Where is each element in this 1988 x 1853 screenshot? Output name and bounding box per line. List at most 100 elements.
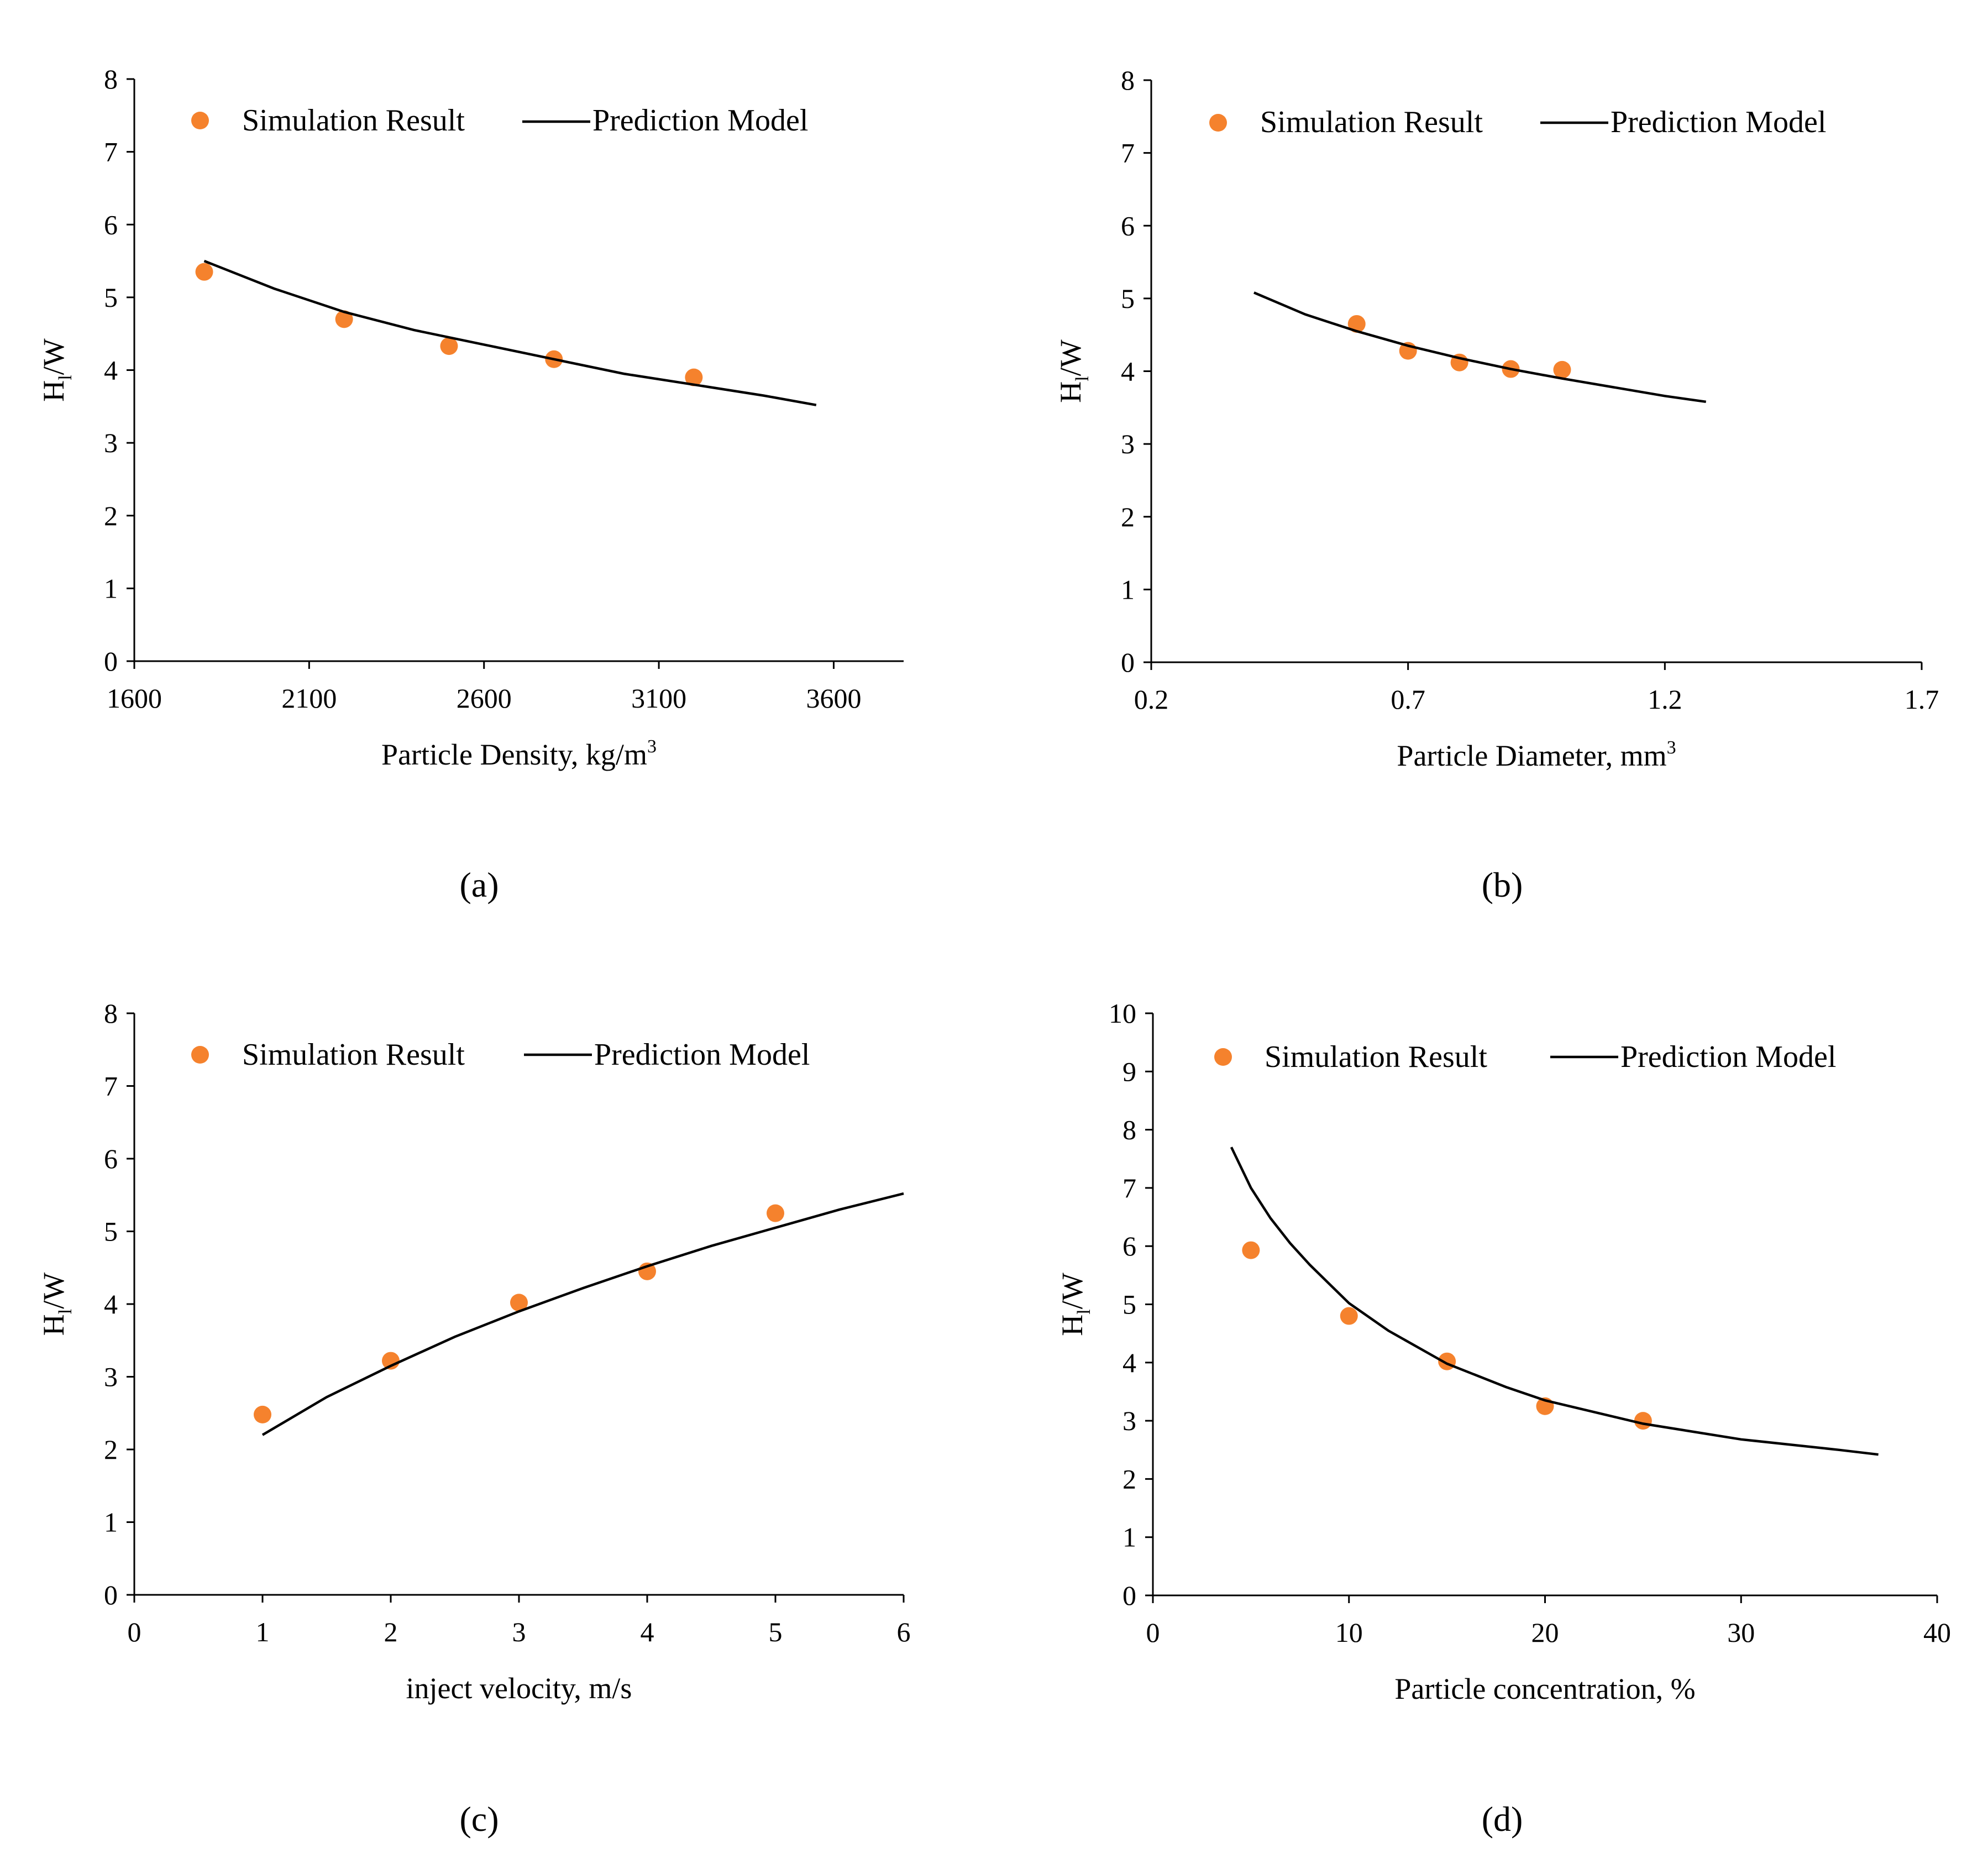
- x-axis-title-text: Particle Diameter, mm: [1397, 739, 1666, 772]
- y-tick-label: 3: [104, 1362, 118, 1393]
- x-axis-title-text: inject velocity, m/s: [406, 1672, 632, 1705]
- x-tick-label: 2600: [457, 683, 512, 714]
- x-tick-label: 10: [1335, 1617, 1363, 1648]
- y-tick-label: 0: [1122, 1580, 1136, 1611]
- x-tick-label: 20: [1531, 1617, 1559, 1648]
- panel-b: Simulation Result Prediction Model (b) 0…: [1054, 65, 1939, 904]
- x-axis-title: inject velocity, m/s: [406, 1672, 632, 1705]
- legend-simulation-marker: [1214, 1048, 1232, 1066]
- x-tick-label: 5: [769, 1616, 783, 1647]
- x-tick-label: 0.2: [1134, 684, 1169, 715]
- y-tick-label: 3: [1122, 1405, 1136, 1436]
- y-tick-label: 0: [104, 646, 118, 677]
- x-tick-label: 1.7: [1905, 684, 1939, 715]
- x-axis-title: Particle Density, kg/m3: [381, 736, 657, 771]
- y-tick-label: 4: [1122, 1347, 1136, 1378]
- simulation-point: [1242, 1241, 1260, 1259]
- y-axis-title-sub: l: [55, 1309, 76, 1314]
- simulation-point: [254, 1405, 271, 1423]
- panel-label: (b): [1482, 865, 1523, 904]
- y-axis-title-rest: /W: [1054, 339, 1087, 376]
- y-axis-title-sub: l: [55, 375, 76, 380]
- legend-simulation-label: Simulation Result: [1265, 1040, 1487, 1074]
- y-tick-label: 2: [1121, 501, 1135, 532]
- y-tick-label: 6: [1122, 1231, 1136, 1261]
- y-tick-label: 8: [1122, 1114, 1136, 1145]
- y-axis-title-rest: /W: [37, 1273, 70, 1309]
- y-tick-label: 9: [1122, 1056, 1136, 1087]
- panel-a: Simulation Result Prediction Model (a) 0…: [37, 64, 904, 904]
- y-tick-label: 4: [1121, 356, 1135, 387]
- prediction-model-line: [261, 1192, 904, 1436]
- simulation-point: [1553, 360, 1571, 379]
- x-tick-label: 2: [384, 1616, 398, 1647]
- y-tick-label: 5: [1121, 283, 1135, 314]
- y-axis-title-main: H: [37, 380, 70, 402]
- legend-model-label: Prediction Model: [592, 103, 808, 138]
- prediction-model-line: [203, 260, 817, 406]
- simulation-point: [440, 337, 458, 355]
- panel-d: Simulation Result Prediction Model (d) 0…: [1056, 998, 1951, 1839]
- y-axis-title-main: H: [37, 1314, 70, 1336]
- y-tick-label: 7: [104, 1071, 118, 1102]
- simulation-point: [685, 368, 703, 386]
- y-tick-label: 1: [1122, 1522, 1136, 1553]
- simulation-point: [335, 310, 353, 328]
- y-axis-title-sub: l: [1074, 1309, 1094, 1314]
- y-axis-title-rest: /W: [37, 338, 70, 375]
- prediction-model-line: [1230, 1147, 1879, 1456]
- x-axis-title: Particle concentration, %: [1394, 1672, 1695, 1705]
- legend-simulation-label: Simulation Result: [242, 103, 465, 138]
- legend-simulation-label: Simulation Result: [1260, 105, 1483, 139]
- x-tick-label: 3600: [806, 683, 861, 714]
- simulation-point: [195, 263, 213, 281]
- legend-simulation-marker: [191, 1046, 209, 1064]
- y-tick-label: 10: [1109, 998, 1136, 1029]
- y-tick-label: 6: [1121, 210, 1135, 241]
- legend-model-label: Prediction Model: [594, 1038, 810, 1072]
- x-axis-title: Particle Diameter, mm3: [1397, 737, 1676, 772]
- x-tick-label: 3: [512, 1616, 526, 1647]
- simulation-point: [1340, 1307, 1358, 1325]
- y-tick-label: 5: [104, 282, 118, 313]
- y-tick-label: 1: [104, 573, 118, 604]
- x-tick-label: 1: [256, 1616, 270, 1647]
- simulation-point: [1347, 315, 1366, 333]
- legend-simulation-label: Simulation Result: [242, 1038, 465, 1072]
- y-tick-label: 4: [104, 1289, 118, 1320]
- y-axis-title-main: H: [1054, 381, 1087, 403]
- y-tick-label: 0: [1121, 647, 1135, 678]
- x-axis-title-sup: 3: [647, 736, 657, 757]
- y-axis-title: Hl/W: [1056, 1273, 1094, 1336]
- y-tick-label: 7: [1121, 138, 1135, 169]
- y-tick-label: 8: [104, 998, 118, 1029]
- y-axis-title-sub: l: [1072, 376, 1093, 381]
- x-tick-label: 0: [1146, 1617, 1160, 1648]
- legend-simulation-marker: [1209, 114, 1227, 132]
- y-tick-label: 7: [104, 137, 118, 167]
- x-tick-label: 0: [128, 1616, 141, 1647]
- prediction-model-line: [1253, 291, 1707, 404]
- y-tick-label: 2: [104, 1434, 118, 1465]
- y-tick-label: 1: [1121, 574, 1135, 605]
- y-tick-label: 4: [104, 355, 118, 386]
- x-axis-title-text: Particle concentration, %: [1394, 1672, 1695, 1705]
- x-tick-label: 3100: [631, 683, 686, 714]
- y-tick-label: 2: [1122, 1463, 1136, 1494]
- y-tick-label: 3: [104, 427, 118, 458]
- y-axis-title: Hl/W: [1054, 339, 1093, 402]
- x-tick-label: 4: [641, 1616, 654, 1647]
- y-axis-title-rest: /W: [1056, 1273, 1089, 1309]
- x-tick-label: 6: [897, 1616, 911, 1647]
- y-tick-label: 8: [1121, 65, 1135, 96]
- x-tick-label: 2100: [281, 683, 337, 714]
- y-axis-title: Hl/W: [37, 1273, 76, 1336]
- simulation-point: [510, 1294, 528, 1312]
- y-tick-label: 3: [1121, 428, 1135, 459]
- y-tick-label: 8: [104, 64, 118, 95]
- y-axis-title-main: H: [1056, 1315, 1089, 1336]
- x-axis-title-sup: 3: [1667, 737, 1676, 758]
- y-tick-label: 7: [1122, 1172, 1136, 1203]
- y-tick-label: 6: [104, 1143, 118, 1174]
